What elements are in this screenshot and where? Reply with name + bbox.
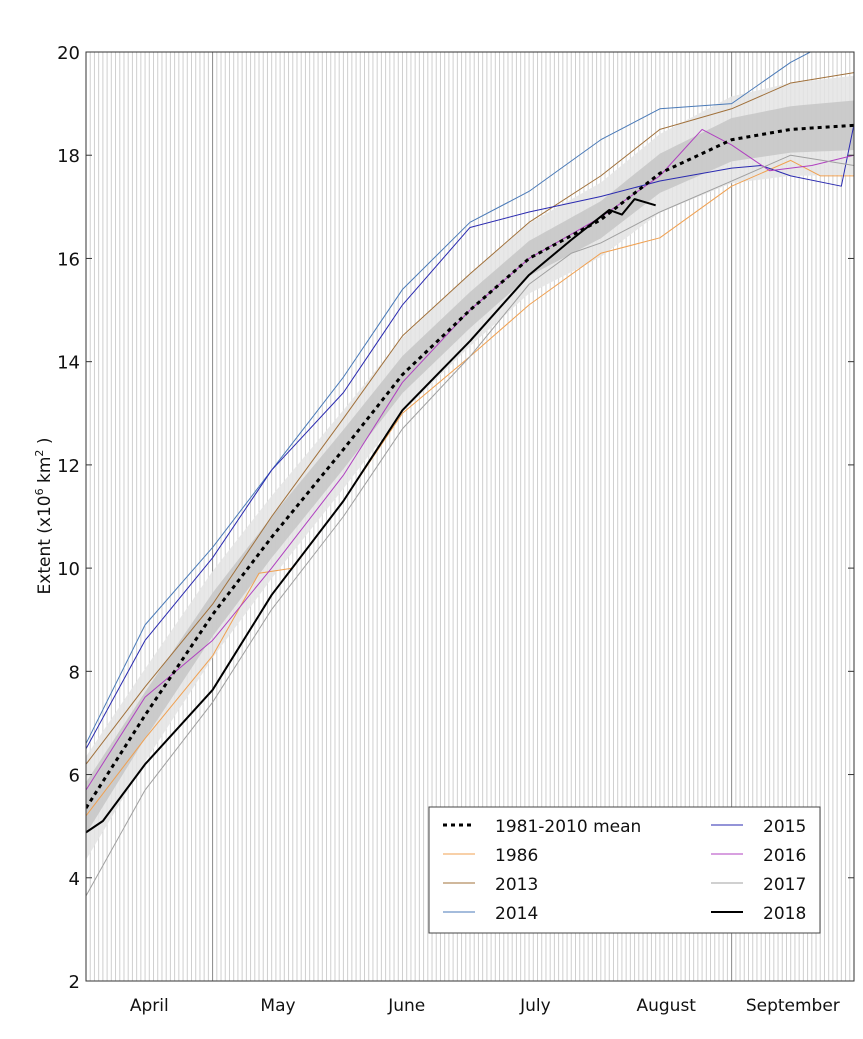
y-tick-label: 4	[69, 869, 80, 890]
legend-box	[428, 806, 821, 934]
y-tick-label: 6	[69, 766, 80, 787]
y-axis-label: Extent (x106 km2 )	[33, 438, 55, 595]
y-tick-label: 20	[57, 43, 80, 64]
y-tick-label: 18	[57, 146, 80, 167]
x-axis: April May June July August September	[130, 996, 840, 1016]
y-tick-label: 16	[57, 249, 80, 270]
series-line-2015	[86, 124, 854, 749]
legend-label: 1981-2010 mean	[495, 817, 641, 837]
legend-label: 2017	[763, 875, 806, 895]
y-tick-label: 14	[57, 353, 80, 374]
x-month-label: September	[746, 996, 840, 1016]
legend: 1981-2010 mean 1986 2013 2014 2015 2016 2017 20…	[428, 806, 821, 934]
y-tick-label: 8	[69, 662, 80, 683]
x-month-label: April	[130, 996, 169, 1016]
climatology-bands	[86, 75, 854, 860]
legend-label: 2018	[763, 904, 806, 924]
plot-frame	[85, 51, 855, 982]
series-line-2018	[86, 198, 656, 834]
legend-label: 2015	[763, 817, 806, 837]
x-month-label: May	[260, 996, 295, 1016]
y-tick-label: 10	[57, 559, 80, 580]
legend-label: 2016	[763, 846, 806, 866]
series-line-1981-2010-mean	[86, 123, 854, 809]
series-line-2017	[86, 154, 854, 897]
x-month-label: July	[519, 996, 551, 1016]
legend-label: 2014	[495, 904, 538, 924]
y-tick-label: 2	[69, 972, 80, 993]
y-axis: 2 4 6 8 10 12 14 16 18 20	[57, 43, 854, 993]
y-tick-label: 12	[57, 456, 80, 477]
series-line-2014	[86, 52, 812, 744]
legend-label: 1986	[495, 846, 538, 866]
series-lines	[86, 52, 854, 897]
series-line-2013	[86, 72, 854, 765]
legend-label: 2013	[495, 875, 538, 895]
x-month-label: August	[636, 996, 696, 1016]
series-line-2016	[86, 128, 854, 791]
x-month-label: June	[387, 996, 425, 1016]
